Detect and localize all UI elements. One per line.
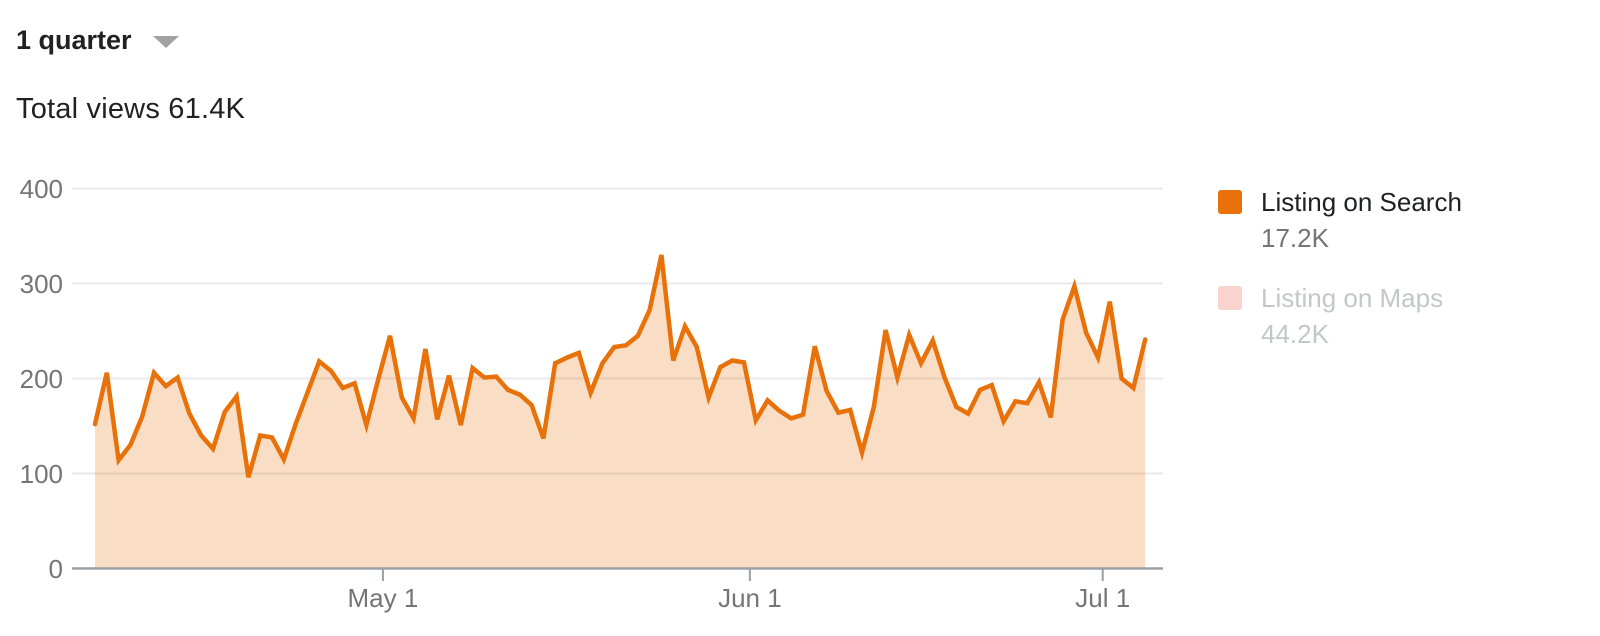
dropdown-caret-icon [152, 36, 179, 48]
legend-label-search: Listing on Search [1261, 187, 1462, 217]
search-series-swatch-icon [1218, 190, 1242, 214]
y-axis-label: 0 [49, 554, 63, 584]
date-range-selector[interactable]: 1 quarter [16, 25, 179, 56]
legend-value-maps: 44.2K [1261, 319, 1329, 349]
y-axis-label: 200 [20, 364, 63, 394]
date-range-label: 1 quarter [16, 25, 132, 55]
legend-item-listing-on-search[interactable]: Listing on Search 17.2K [1218, 186, 1578, 255]
x-axis-label: Jul 1 [1075, 583, 1130, 613]
x-axis-label: May 1 [348, 583, 419, 613]
legend-text-block: Listing on Search 17.2K [1261, 186, 1462, 255]
legend-label-maps: Listing on Maps [1261, 283, 1444, 313]
total-views-title: Total views 61.4K [16, 93, 246, 125]
search-series-line [92, 254, 1148, 478]
y-axis-label: 400 [20, 174, 63, 204]
legend-item-listing-on-maps[interactable]: Listing on Maps 44.2K [1218, 282, 1578, 351]
legend-text-block: Listing on Maps 44.2K [1261, 282, 1443, 351]
legend-value-search: 17.2K [1261, 223, 1329, 253]
x-axis-label: Jun 1 [718, 583, 782, 613]
y-axis-label: 300 [20, 269, 63, 299]
chart-legend: Listing on Search 17.2K Listing on Maps … [1218, 186, 1578, 378]
maps-series-swatch-icon [1218, 286, 1242, 310]
y-axis-label: 100 [20, 459, 63, 489]
search-series-area [95, 255, 1146, 569]
